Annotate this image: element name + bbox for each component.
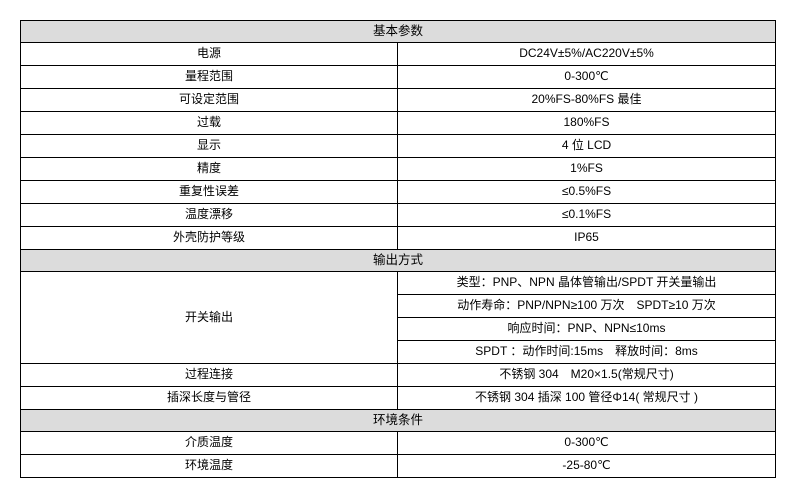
row-label-temperature-drift: 温度漂移	[20, 203, 398, 227]
switch-output-detail-table: 类型：PNP、NPN 晶体管输出/SPDT 开关量输出 动作寿命：PNP/NPN…	[398, 272, 776, 364]
switch-output-detail-row: SPDT ：动作时间:15ms 释放时间：8ms	[398, 341, 775, 364]
row-value-insertion-length-and-diameter: 不锈钢 304 插深 100 管径Φ14( 常规尺寸 )	[396, 386, 777, 410]
table-row: 电源 DC24V±5%/AC220V±5%	[20, 42, 777, 66]
row-value-process-connection: 不锈钢 304 M20×1.5(常规尺寸)	[396, 363, 777, 387]
row-value-overload: 180%FS	[396, 111, 777, 135]
section-header-row: 输出方式	[19, 249, 777, 272]
row-label-process-connection: 过程连接	[20, 363, 398, 387]
specification-table: 基本参数 电源 DC24V±5%/AC220V±5% 量程范围 0-300℃ 可…	[19, 20, 777, 478]
table-row: 环境温度 -25-80℃	[20, 454, 777, 478]
switch-output-detail-row: 类型：PNP、NPN 晶体管输出/SPDT 开关量输出	[398, 272, 776, 295]
switch-output-detail-row: 动作寿命：PNP/NPN≥100 万次 SPDT≥10 万次	[398, 294, 776, 318]
row-label-overload: 过载	[20, 111, 398, 135]
row-label-power-supply: 电源	[20, 42, 398, 66]
table-row: 显示 4 位 LCD	[20, 134, 777, 158]
table-row: 重复性误差 ≤0.5%FS	[20, 180, 777, 204]
row-label-display: 显示	[20, 134, 398, 158]
row-value-ambient-temperature: -25-80℃	[396, 454, 777, 478]
table-row: 精度 1%FS	[20, 157, 777, 181]
row-label-repeatability-error: 重复性误差	[20, 180, 398, 204]
row-label-ambient-temperature: 环境温度	[20, 454, 398, 478]
row-label-medium-temperature: 介质温度	[20, 431, 398, 455]
section-title-basic-parameters: 基本参数	[19, 20, 777, 43]
row-value-switch-output: 类型：PNP、NPN 晶体管输出/SPDT 开关量输出 动作寿命：PNP/NPN…	[396, 271, 777, 364]
table-row: 开关输出 类型：PNP、NPN 晶体管输出/SPDT 开关量输出 动作寿命：PN…	[20, 271, 777, 364]
row-label-accuracy: 精度	[20, 157, 398, 181]
table-row: 外壳防护等级 IP65	[20, 226, 777, 250]
table-row: 温度漂移 ≤0.1%FS	[20, 203, 777, 227]
row-value-measuring-range: 0-300℃	[396, 65, 777, 89]
switch-output-spdt-timing: SPDT ：动作时间:15ms 释放时间：8ms	[475, 344, 698, 359]
section-title-output-mode: 输出方式	[19, 249, 777, 272]
row-label-enclosure-protection-rating: 外壳防护等级	[20, 226, 398, 250]
switch-output-detail-row: 响应时间：PNP、NPN≤10ms	[398, 317, 776, 341]
table-row: 可设定范围 20%FS-80%FS 最佳	[20, 88, 777, 112]
row-label-switch-output: 开关输出	[20, 271, 398, 364]
switch-output-response-time: 响应时间：PNP、NPN≤10ms	[398, 317, 776, 341]
row-label-insertion-length-and-diameter: 插深长度与管径	[20, 386, 398, 410]
row-value-power-supply: DC24V±5%/AC220V±5%	[396, 42, 777, 66]
table-row: 量程范围 0-300℃	[20, 65, 777, 89]
row-value-repeatability-error: ≤0.5%FS	[396, 180, 777, 204]
table-row: 介质温度 0-300℃	[20, 431, 777, 455]
row-value-temperature-drift: ≤0.1%FS	[396, 203, 777, 227]
row-value-medium-temperature: 0-300℃	[396, 431, 777, 455]
row-value-accuracy: 1%FS	[396, 157, 777, 181]
table-row: 过程连接 不锈钢 304 M20×1.5(常规尺寸)	[20, 363, 777, 387]
table-row: 过载 180%FS	[20, 111, 777, 135]
table-row: 插深长度与管径 不锈钢 304 插深 100 管径Φ14( 常规尺寸 )	[20, 386, 777, 410]
row-value-settable-range: 20%FS-80%FS 最佳	[396, 88, 777, 112]
specification-table-container: 基本参数 电源 DC24V±5%/AC220V±5% 量程范围 0-300℃ 可…	[19, 20, 777, 478]
section-title-environmental-conditions: 环境条件	[19, 409, 777, 432]
row-label-measuring-range: 量程范围	[20, 65, 398, 89]
row-label-settable-range: 可设定范围	[20, 88, 398, 112]
row-value-display: 4 位 LCD	[396, 134, 777, 158]
section-header-row: 基本参数	[19, 20, 777, 43]
switch-output-operating-life: 动作寿命：PNP/NPN≥100 万次 SPDT≥10 万次	[398, 294, 776, 318]
row-value-enclosure-protection-rating: IP65	[396, 226, 777, 250]
section-header-row: 环境条件	[19, 409, 777, 432]
switch-output-type: 类型：PNP、NPN 晶体管输出/SPDT 开关量输出	[398, 272, 776, 295]
